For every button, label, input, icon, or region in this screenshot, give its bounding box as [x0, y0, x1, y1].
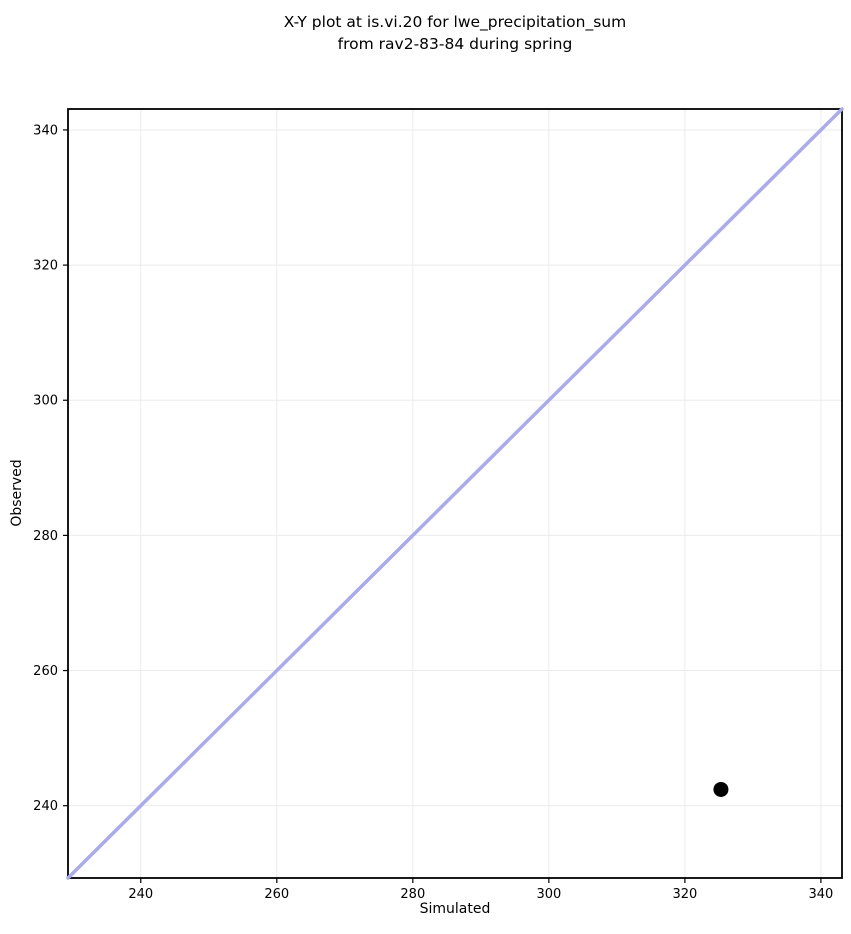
data-point — [713, 781, 729, 797]
y-tick-label: 260 — [33, 664, 58, 679]
y-tick-label: 340 — [33, 123, 58, 138]
x-axis-label: Simulated — [419, 901, 491, 917]
x-tick-label: 320 — [672, 887, 697, 902]
chart-title: X-Y plot at is.vi.20 for lwe_precipitati… — [68, 11, 842, 55]
plot-border — [67, 108, 843, 879]
x-tick-label: 240 — [128, 887, 153, 902]
x-tick-label: 280 — [400, 887, 425, 902]
chart-title-line1: X-Y plot at is.vi.20 for lwe_precipitati… — [283, 13, 627, 31]
y-tick-label: 320 — [33, 259, 58, 274]
y-tick-label: 300 — [33, 394, 58, 409]
x-tick-label: 300 — [536, 887, 561, 902]
chart-title-line2: from rav2-83-84 during spring — [337, 35, 573, 53]
y-tick-label: 240 — [33, 799, 58, 814]
x-tick-label: 340 — [809, 887, 834, 902]
identity-line — [66, 107, 844, 880]
x-tick-label: 260 — [264, 887, 289, 902]
y-tick-label: 280 — [33, 529, 58, 544]
